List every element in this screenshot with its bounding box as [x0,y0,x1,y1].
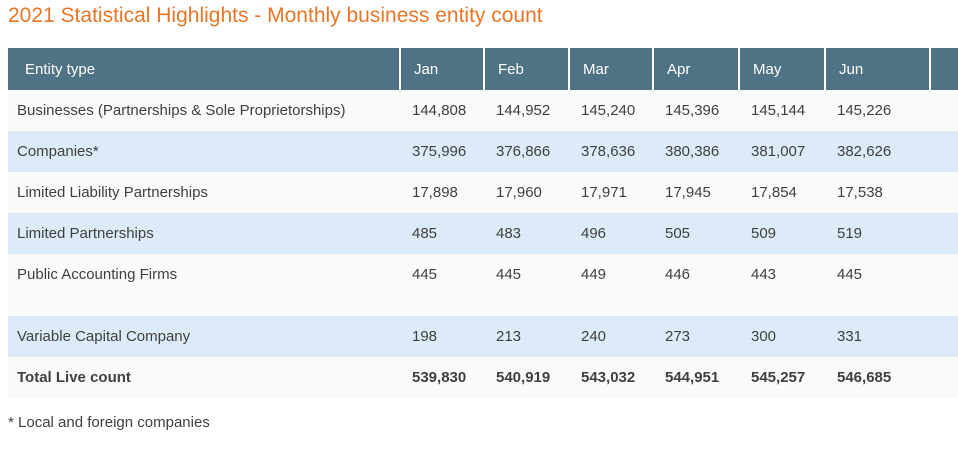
value-may: 300 [739,316,825,357]
value-mar: 378,636 [569,131,653,172]
page-title: 2021 Statistical Highlights - Monthly bu… [8,4,543,27]
value-may: 17,854 [739,172,825,213]
partial-cell [930,213,958,254]
value-jun: 445 [825,254,930,295]
entity-count-table: Entity type Jan Feb Mar Apr May Jun Busi… [8,48,958,398]
value-jun: 519 [825,213,930,254]
value-apr: 273 [653,316,739,357]
table-row-public-accounting-firms: Public Accounting Firms 445 445 449 446 … [8,254,958,295]
entity-label: Total Live count [8,357,400,398]
value-jun: 331 [825,316,930,357]
value-mar: 145,240 [569,90,653,131]
partial-cell [930,357,958,398]
column-header-jan: Jan [399,48,484,90]
value-jun: 546,685 [825,357,930,398]
column-header-entity-type: Entity type [8,48,400,90]
value-jan: 198 [400,316,484,357]
value-jun: 145,226 [825,90,930,131]
table-row-businesses: Businesses (Partnerships & Sole Propriet… [8,90,958,131]
value-feb: 445 [484,254,569,295]
column-header-jun: Jun [824,48,930,90]
column-header-partial-cutoff [929,48,958,90]
entity-label: Public Accounting Firms [8,254,400,295]
value-mar: 17,971 [569,172,653,213]
value-apr: 17,945 [653,172,739,213]
value-apr: 145,396 [653,90,739,131]
column-header-may: May [738,48,825,90]
footnote: * Local and foreign companies [8,414,210,431]
partial-cell [930,316,958,357]
value-feb: 540,919 [484,357,569,398]
entity-label: Variable Capital Company [8,316,400,357]
table-row-total-live-count: Total Live count 539,830 540,919 543,032… [8,357,958,398]
value-jan: 144,808 [400,90,484,131]
value-mar: 449 [569,254,653,295]
column-header-apr: Apr [652,48,739,90]
entity-label: Limited Partnerships [8,213,400,254]
value-jan: 17,898 [400,172,484,213]
value-mar: 240 [569,316,653,357]
table-row-limited-partnerships: Limited Partnerships 485 483 496 505 509… [8,213,958,254]
spacer-row [8,295,958,316]
column-header-feb: Feb [483,48,569,90]
value-may: 381,007 [739,131,825,172]
spacer-cell [8,295,958,316]
partial-cell [930,131,958,172]
value-may: 545,257 [739,357,825,398]
partial-cell [930,172,958,213]
value-feb: 17,960 [484,172,569,213]
value-jan: 445 [400,254,484,295]
partial-cell [930,254,958,295]
value-jan: 375,996 [400,131,484,172]
value-feb: 144,952 [484,90,569,131]
value-jun: 17,538 [825,172,930,213]
column-header-mar: Mar [568,48,653,90]
table-row-variable-capital-company: Variable Capital Company 198 213 240 273… [8,316,958,357]
table-header-row: Entity type Jan Feb Mar Apr May Jun [8,48,958,90]
partial-cell [930,90,958,131]
value-feb: 483 [484,213,569,254]
value-jun: 382,626 [825,131,930,172]
value-apr: 446 [653,254,739,295]
value-may: 443 [739,254,825,295]
value-may: 145,144 [739,90,825,131]
entity-label: Businesses (Partnerships & Sole Propriet… [8,90,400,131]
value-feb: 213 [484,316,569,357]
value-apr: 544,951 [653,357,739,398]
value-apr: 380,386 [653,131,739,172]
value-jan: 539,830 [400,357,484,398]
entity-label: Limited Liability Partnerships [8,172,400,213]
entity-label: Companies* [8,131,400,172]
value-apr: 505 [653,213,739,254]
value-may: 509 [739,213,825,254]
value-feb: 376,866 [484,131,569,172]
table-row-companies: Companies* 375,996 376,866 378,636 380,3… [8,131,958,172]
value-mar: 543,032 [569,357,653,398]
value-mar: 496 [569,213,653,254]
table-row-limited-liability-partnerships: Limited Liability Partnerships 17,898 17… [8,172,958,213]
value-jan: 485 [400,213,484,254]
